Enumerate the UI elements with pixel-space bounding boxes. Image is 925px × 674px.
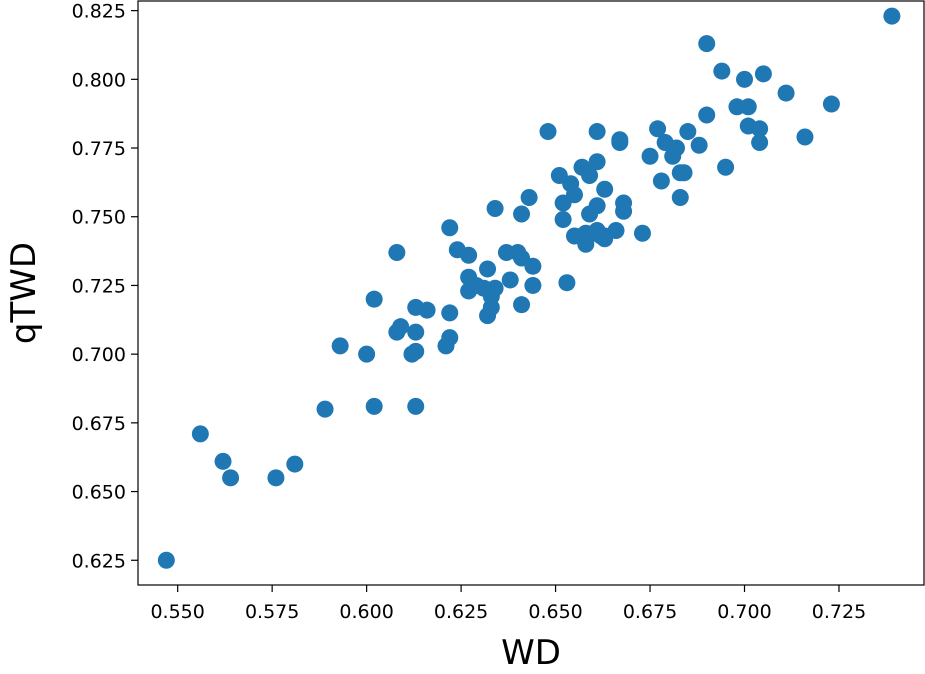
- scatter-point: [267, 469, 285, 487]
- y-tick-label: 0.700: [72, 344, 126, 366]
- scatter-point: [441, 219, 459, 237]
- scatter-point: [675, 164, 693, 182]
- x-axis-label: WD: [501, 633, 561, 673]
- scatter-point: [698, 106, 716, 124]
- scatter-point: [633, 224, 651, 242]
- y-tick-label: 0.750: [72, 207, 126, 229]
- scatter-point: [588, 123, 606, 141]
- y-tick-label: 0.625: [72, 550, 126, 572]
- scatter-point: [754, 65, 772, 83]
- scatter-point: [365, 290, 383, 308]
- scatter-point: [679, 123, 697, 141]
- scatter-point: [558, 274, 576, 292]
- scatter-point: [539, 123, 557, 141]
- scatter-point: [751, 120, 769, 138]
- scatter-point: [479, 260, 497, 278]
- scatter-point: [214, 452, 232, 470]
- points-layer: [157, 7, 901, 569]
- scatter-point: [796, 128, 814, 146]
- scatter-point: [698, 35, 716, 53]
- y-tick-label: 0.775: [72, 138, 126, 160]
- scatter-point: [513, 205, 531, 223]
- scatter-point: [460, 246, 478, 264]
- scatter-point: [607, 221, 625, 239]
- scatter-point: [520, 188, 538, 206]
- scatter-point: [157, 551, 175, 569]
- scatter-point: [554, 210, 572, 228]
- scatter-point: [822, 95, 840, 113]
- x-tick-label: 0.575: [245, 601, 299, 623]
- scatter-point: [486, 279, 504, 297]
- scatter-point: [441, 329, 459, 347]
- x-tick-label: 0.650: [528, 601, 582, 623]
- scatter-point: [611, 131, 629, 149]
- x-tick-label: 0.725: [812, 601, 866, 623]
- scatter-point: [588, 197, 606, 215]
- y-tick-label: 0.800: [72, 69, 126, 91]
- y-axis-label: qTWD: [4, 242, 44, 344]
- scatter-point: [524, 257, 542, 275]
- scatter-point: [652, 172, 670, 190]
- x-tick-label: 0.600: [339, 601, 393, 623]
- x-tick-label: 0.625: [434, 601, 488, 623]
- scatter-point: [441, 304, 459, 322]
- y-tick-label: 0.725: [72, 275, 126, 297]
- x-tick-label: 0.700: [717, 601, 771, 623]
- scatter-point: [418, 301, 436, 319]
- scatter-point: [736, 70, 754, 88]
- y-tick-label: 0.825: [72, 1, 126, 23]
- scatter-point: [388, 243, 406, 261]
- scatter-point: [524, 276, 542, 294]
- scatter-point: [883, 7, 901, 25]
- y-tick-label: 0.675: [72, 413, 126, 435]
- scatter-point: [690, 136, 708, 154]
- scatter-point: [581, 167, 599, 185]
- scatter-point: [407, 323, 425, 341]
- scatter-point: [667, 139, 685, 157]
- x-tick-label: 0.550: [150, 601, 204, 623]
- scatter-point: [777, 84, 795, 102]
- scatter-point: [641, 147, 659, 165]
- ticks-layer: 0.550 0.575 0.600 0.625 0.650 0.675 0.700 0.725…: [72, 1, 867, 623]
- scatter-point: [751, 134, 769, 152]
- scatter-point: [365, 397, 383, 415]
- scatter-point: [739, 98, 757, 116]
- scatter-point: [649, 120, 667, 138]
- plot-frame: [137, 0, 925, 586]
- scatter-point: [407, 342, 425, 360]
- scatter-point: [191, 425, 209, 443]
- scatter-point: [286, 455, 304, 473]
- scatter-point: [331, 337, 349, 355]
- scatter-point: [513, 296, 531, 314]
- scatter-point: [588, 153, 606, 171]
- scatter-point: [717, 158, 735, 176]
- scatter-point: [565, 186, 583, 204]
- scatter-point: [486, 199, 504, 217]
- scatter-point: [615, 194, 633, 212]
- scatter-point: [222, 469, 240, 487]
- scatter-point: [358, 345, 376, 363]
- scatter-point: [501, 271, 519, 289]
- scatter-point: [671, 188, 689, 206]
- scatter-point: [392, 318, 410, 336]
- y-tick-label: 0.650: [72, 482, 126, 504]
- x-tick-label: 0.675: [623, 601, 677, 623]
- scatter-point: [713, 62, 731, 80]
- scatter-point: [596, 180, 614, 198]
- scatter-point: [407, 397, 425, 415]
- scatter-point: [316, 400, 334, 418]
